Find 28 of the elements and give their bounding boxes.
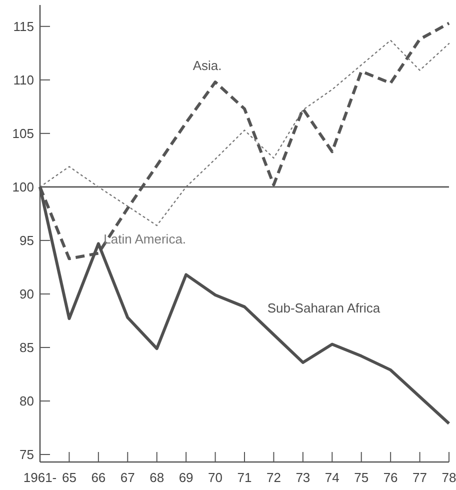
y-tick-label: 75: [20, 447, 34, 462]
y-tick-label: 105: [12, 126, 34, 141]
series-label: Asia.: [192, 58, 222, 74]
x-tick-label: 75: [354, 470, 369, 485]
x-tick-label: 78: [442, 470, 456, 485]
x-tick-label: 68: [150, 470, 164, 485]
y-tick-label: 115: [13, 18, 34, 34]
x-tick-label: 67: [120, 470, 135, 485]
y-tick-label: 90: [20, 286, 34, 302]
x-tick-label: 66: [91, 470, 106, 485]
x-tick-label: 77: [412, 470, 428, 485]
x-tick-label: 76: [383, 470, 398, 485]
y-tick-label: 110: [13, 72, 34, 88]
series-label: Latin America.: [104, 231, 186, 246]
x-tick-label: 1961-: [23, 470, 57, 485]
x-tick-label: 70: [208, 470, 223, 485]
x-tick-label: 74: [324, 470, 340, 485]
x-tick-label: 73: [296, 470, 310, 485]
x-tick-label: 71: [237, 470, 252, 485]
y-tick-label: 85: [20, 340, 34, 356]
x-tick-label: 65: [62, 470, 76, 485]
x-tick-label: 72: [266, 470, 281, 485]
y-tick-label: 95: [20, 233, 34, 248]
series-label: Sub-Saharan Africa: [267, 300, 381, 316]
line-series: [39, 40, 450, 226]
y-tick-label: 80: [20, 394, 34, 409]
x-tick-label: 69: [178, 470, 194, 485]
y-tick-label: 100: [12, 179, 34, 194]
